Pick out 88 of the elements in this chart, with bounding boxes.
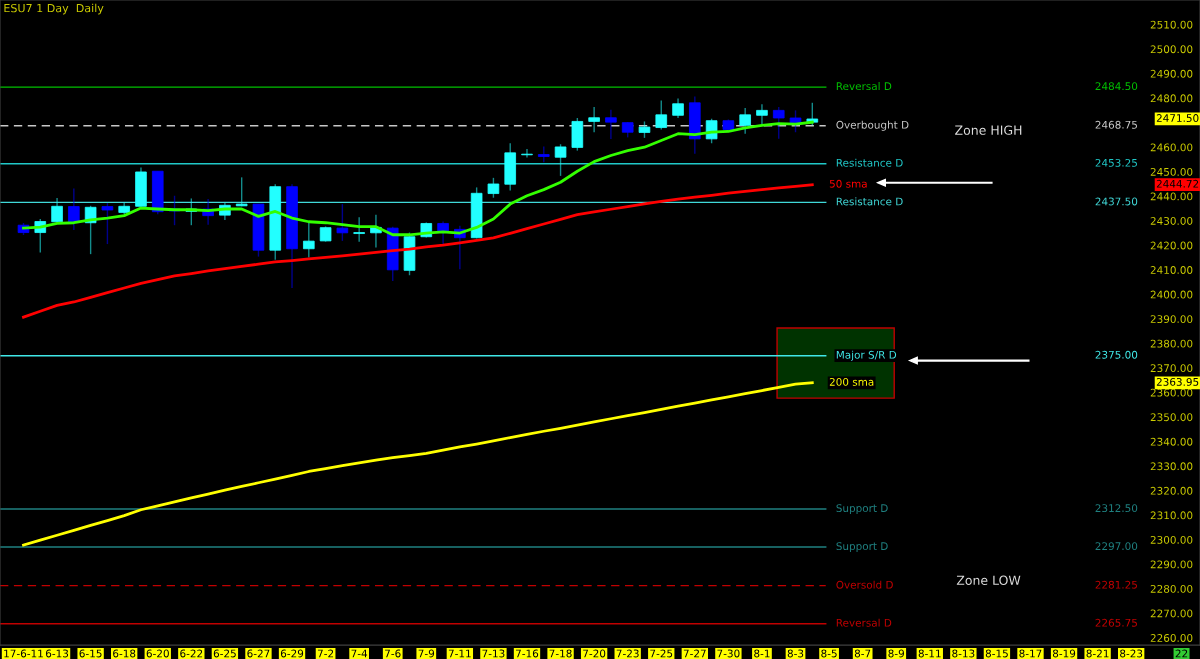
chart-title: ESU7 1 Day Daily [4, 3, 104, 15]
annotation: 2437.50 [1095, 197, 1138, 206]
x-tick-label: 6-20 [146, 649, 169, 658]
y-tick-label: 2340.00 [1150, 437, 1193, 446]
x-tick-label: 8-1 [754, 649, 770, 658]
y-tick-label: 2430.00 [1150, 217, 1193, 225]
x-tick-label: 7-16 [516, 649, 539, 658]
annotation: Zone LOW [956, 575, 1021, 586]
x-tick-label: 7-13 [482, 649, 505, 658]
x-tick-label: 8-5 [821, 649, 837, 658]
annotation: 2444.72 [1156, 179, 1199, 188]
x-tick-label: 8-7 [854, 649, 871, 658]
x-tick-label: 7-18 [549, 649, 572, 658]
y-tick-label: 2510.00 [1150, 20, 1193, 29]
annotation: 2468.75 [1095, 120, 1137, 129]
x-tick-label: 17-6-11 [4, 649, 43, 658]
line-series [22, 381, 814, 547]
x-tick-label: 6-22 [180, 649, 203, 658]
y-tick-label: 2270.00 [1150, 609, 1193, 618]
x-tick-label: 8-17 [1019, 649, 1042, 658]
x-tick-label: 7-20 [583, 649, 606, 658]
ref-line-label: Resistance D [836, 197, 903, 206]
series-label: 50 sma [829, 179, 867, 188]
annotation: 2312.50 [1095, 504, 1138, 513]
x-tick-label: 8-9 [888, 649, 904, 658]
x-tick-label: 7-4 [351, 649, 368, 658]
x-tick-label: 7-11 [448, 649, 471, 658]
annotation: 2375.00 [1095, 350, 1138, 359]
y-tick-label: 2420.00 [1150, 241, 1193, 250]
annotation: 2265.75 [1095, 618, 1137, 627]
x-tick-label: 8-13 [952, 649, 975, 658]
y-tick-label: 2260.00 [1150, 634, 1193, 642]
x-tick-label: 6-13 [45, 649, 69, 658]
annotation: 2484.50 [1095, 82, 1138, 91]
annotation: 2471.50 [1156, 114, 1199, 122]
y-tick-label: 2490.00 [1150, 69, 1193, 78]
y-tick-label: 2300.00 [1150, 535, 1193, 544]
x-tick-label: 6-18 [113, 649, 136, 658]
y-tick-label: 2290.00 [1150, 560, 1193, 569]
y-tick-label: 2400.00 [1150, 290, 1193, 299]
annotation: 2363.95 [1156, 377, 1199, 386]
x-tick-label: 7-9 [418, 649, 435, 658]
y-tick-label: 2320.00 [1150, 486, 1193, 495]
x-tick-label: 6-25 [213, 649, 236, 658]
x-tick-label: 7-2 [317, 649, 334, 658]
y-tick-label: 2350.00 [1150, 413, 1193, 422]
x-tick-label: 8-21 [1086, 649, 1109, 658]
x-tick-label: 22 [1175, 649, 1188, 658]
x-tick-label: 6-15 [79, 649, 102, 658]
y-tick-label: 2500.00 [1150, 45, 1193, 54]
x-tick-label: 8-15 [985, 649, 1008, 658]
ref-line-label: Support D [836, 504, 888, 515]
ref-line-label: Major S/R D [836, 350, 897, 361]
annotation: 2281.25 [1095, 580, 1137, 589]
y-tick-label: 2410.00 [1150, 266, 1193, 274]
x-tick-label: 6-27 [247, 649, 270, 658]
annotation: 2453.25 [1095, 158, 1137, 167]
x-tick-label: 8-11 [918, 649, 941, 658]
y-tick-label: 2380.00 [1150, 339, 1193, 348]
x-tick-label: 7-30 [717, 649, 740, 658]
y-tick-label: 2370.00 [1150, 364, 1193, 373]
annotation: 2297.00 [1095, 542, 1138, 551]
y-tick-label: 2450.00 [1150, 167, 1193, 176]
x-tick-label: 7-27 [683, 649, 706, 658]
ref-line-label: Reversal D [836, 82, 892, 91]
y-tick-label: 2310.00 [1150, 511, 1193, 520]
ref-line-label: Reversal D [836, 618, 892, 627]
x-tick-label: 7-25 [650, 649, 673, 658]
y-tick-label: 2280.00 [1150, 584, 1193, 593]
x-tick-label: 8-19 [1052, 649, 1076, 658]
y-tick-label: 2480.00 [1150, 94, 1193, 103]
ref-line-label: Support D [836, 542, 888, 553]
x-tick-label: 8-3 [787, 649, 804, 658]
line-series [22, 183, 814, 319]
annotation: Zone HIGH [955, 125, 1022, 135]
y-tick-label: 2330.00 [1150, 462, 1193, 471]
y-tick-label: 2360.00 [1150, 388, 1193, 397]
x-tick-label: 6-29 [280, 649, 304, 658]
x-tick-label: 7-23 [616, 649, 639, 658]
ref-line-label: Oversold D [836, 580, 893, 589]
y-tick-label: 2440.00 [1150, 192, 1193, 201]
y-tick-label: 2460.00 [1150, 143, 1193, 152]
ref-line-label: Resistance D [836, 158, 903, 167]
x-tick-label: 7-6 [385, 649, 401, 658]
x-tick-label: 8-23 [1120, 649, 1143, 658]
series-label: 200 sma [829, 377, 874, 386]
y-tick-label: 2390.00 [1150, 315, 1193, 324]
ref-line-label: Overbought D [836, 120, 909, 131]
